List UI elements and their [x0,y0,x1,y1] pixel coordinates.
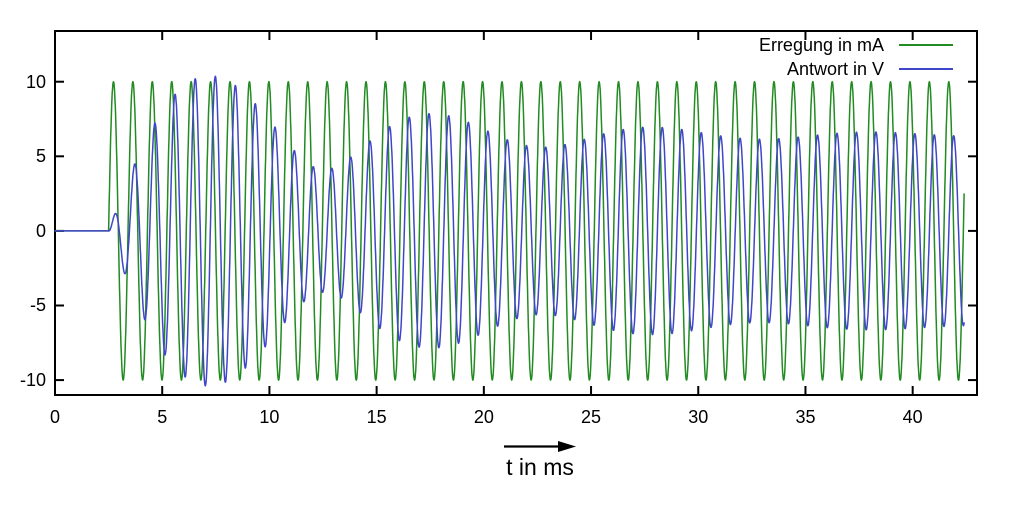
x-tick-label: 0 [49,407,60,427]
y-tick-label: 10 [25,71,46,92]
legend: Erregung in mA Antwort in V [759,33,953,81]
x-tick-label: 25 [581,407,602,427]
x-tick-label: 30 [688,407,709,427]
legend-line-sample-green [899,44,953,46]
y-tick-label: 5 [35,146,46,167]
legend-line-sample-blue [899,68,953,70]
legend-label-erregung: Erregung in mA [758,34,884,55]
x-axis-label-group: t in ms [440,440,640,481]
x-tick-label: 20 [473,407,494,427]
erregung-curve [54,80,965,381]
legend-entry-antwort: Antwort in V [759,57,953,81]
plot-border [54,30,978,396]
y-tick-label: -5 [29,295,46,316]
x-tick-label: 15 [366,407,387,427]
x-axis-label: t in ms [506,454,574,480]
x-tick-label: 10 [259,407,280,427]
legend-entry-erregung: Erregung in mA [759,33,953,57]
right-arrow-icon [504,441,576,452]
x-tick-label: 40 [902,407,923,427]
y-tick-label: -10 [19,370,46,391]
legend-label-antwort: Antwort in V [786,58,884,79]
y-tick-label: 0 [35,220,46,241]
x-tick-label: 35 [795,407,816,427]
antwort-curve [54,75,965,387]
x-tick-label: 5 [157,407,168,427]
